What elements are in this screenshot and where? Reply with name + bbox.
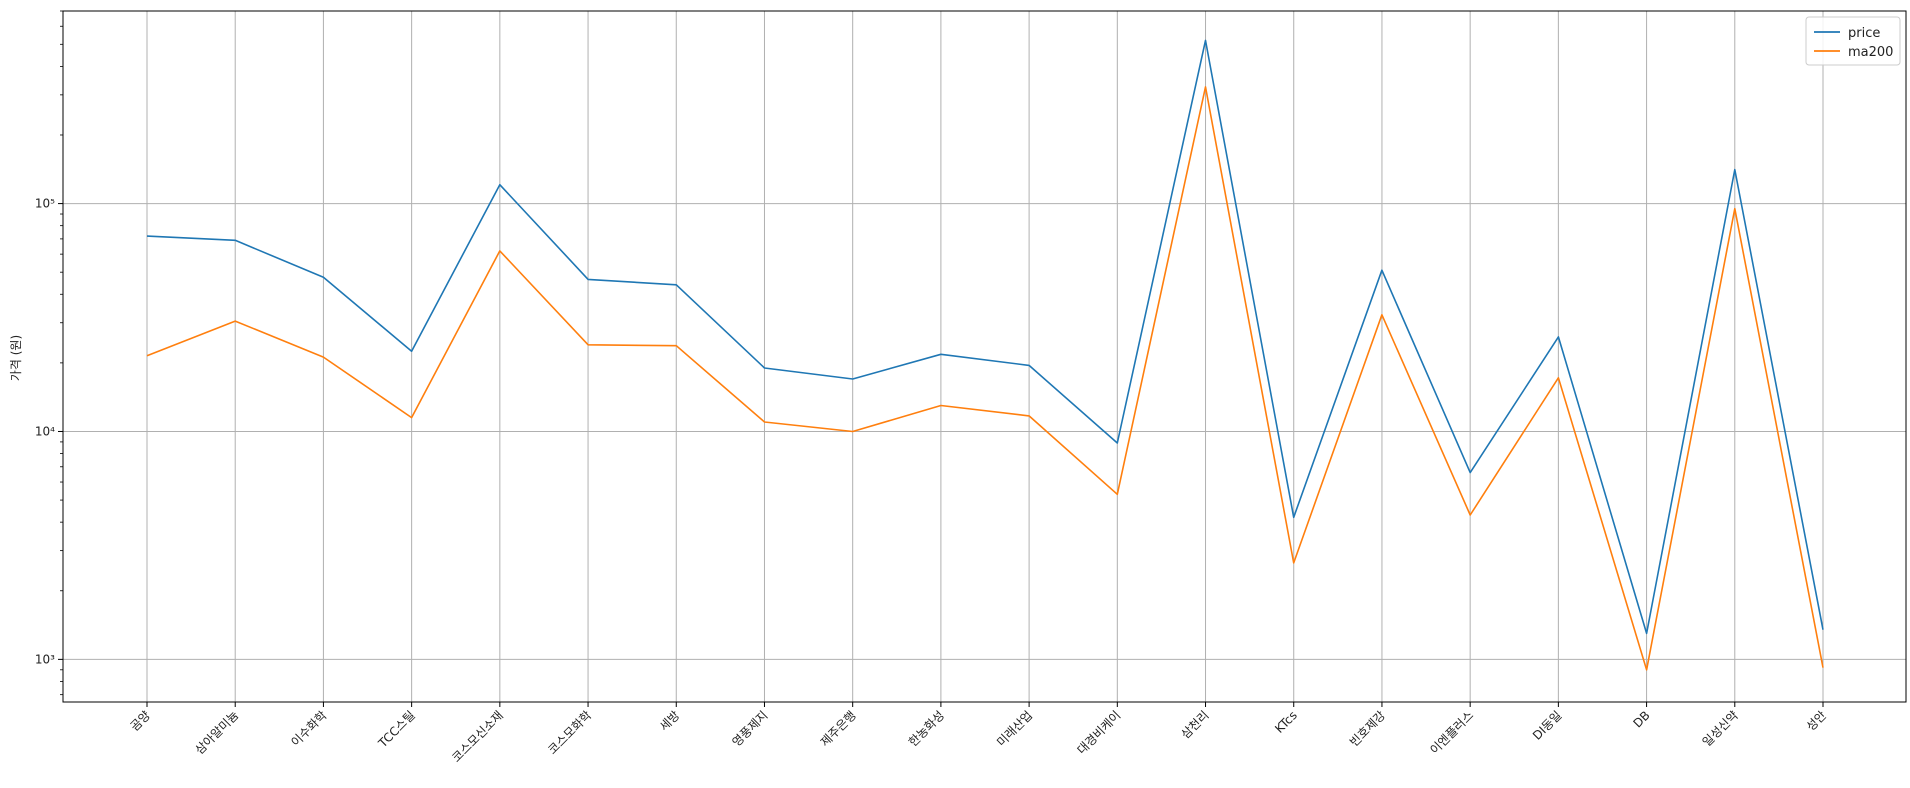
y-tick-label: 10⁵ [35,197,55,211]
x-tick-label: 삼아알미늄 [192,708,241,757]
grid-lines [63,11,1906,702]
x-tick-label: KTcs [1272,708,1300,736]
series-line-ma200 [146,86,1824,671]
x-tick-label: 삼천리 [1178,708,1212,742]
x-tick-label: 일성신약 [1699,708,1741,750]
y-axis-ticks: 10³ 10⁴ 10⁵ [35,197,63,666]
series-layer [146,39,1824,671]
x-tick-label: 한농화성 [906,708,947,749]
x-tick-label: 제주은행 [817,708,859,750]
x-tick-label: 성안 [1804,708,1830,734]
legend: price ma200 [1805,16,1901,66]
series-line-price [146,39,1824,635]
x-tick-label: DB [1630,708,1652,730]
y-tick-label: 10⁴ [35,424,55,438]
x-tick-label: TCC스틸 [375,708,418,751]
legend-label-ma200: ma200 [1848,45,1893,60]
x-tick-label: 세방 [657,708,683,734]
x-tick-label: 곰양 [128,708,154,734]
x-tick-label: 코스모신소재 [449,708,506,765]
plot-frame [62,10,1907,703]
x-tick-label: 영풍제지 [729,708,770,749]
x-tick-label: 이엔플러스 [1427,708,1476,757]
x-tick-label: 대경비케이 [1075,708,1124,757]
y-axis-label: 가격 (원) [9,335,23,381]
x-tick-label: DI동일 [1530,708,1565,743]
x-axis-ticks: 곰양 삼아알미늄 이수화학 TCC스틸 코스모신소재 코스모화학 세방 영풍제지 제주은행 한농화… [128,702,1830,765]
legend-label-price: price [1848,26,1880,41]
y-tick-label: 10³ [35,652,55,666]
legend-box [1805,16,1901,66]
x-tick-label: 빈호제강 [1347,708,1388,749]
x-tick-label: 이수화학 [288,708,329,749]
x-tick-label: 미래산업 [994,708,1035,749]
x-tick-label: 코스모화학 [545,708,594,757]
